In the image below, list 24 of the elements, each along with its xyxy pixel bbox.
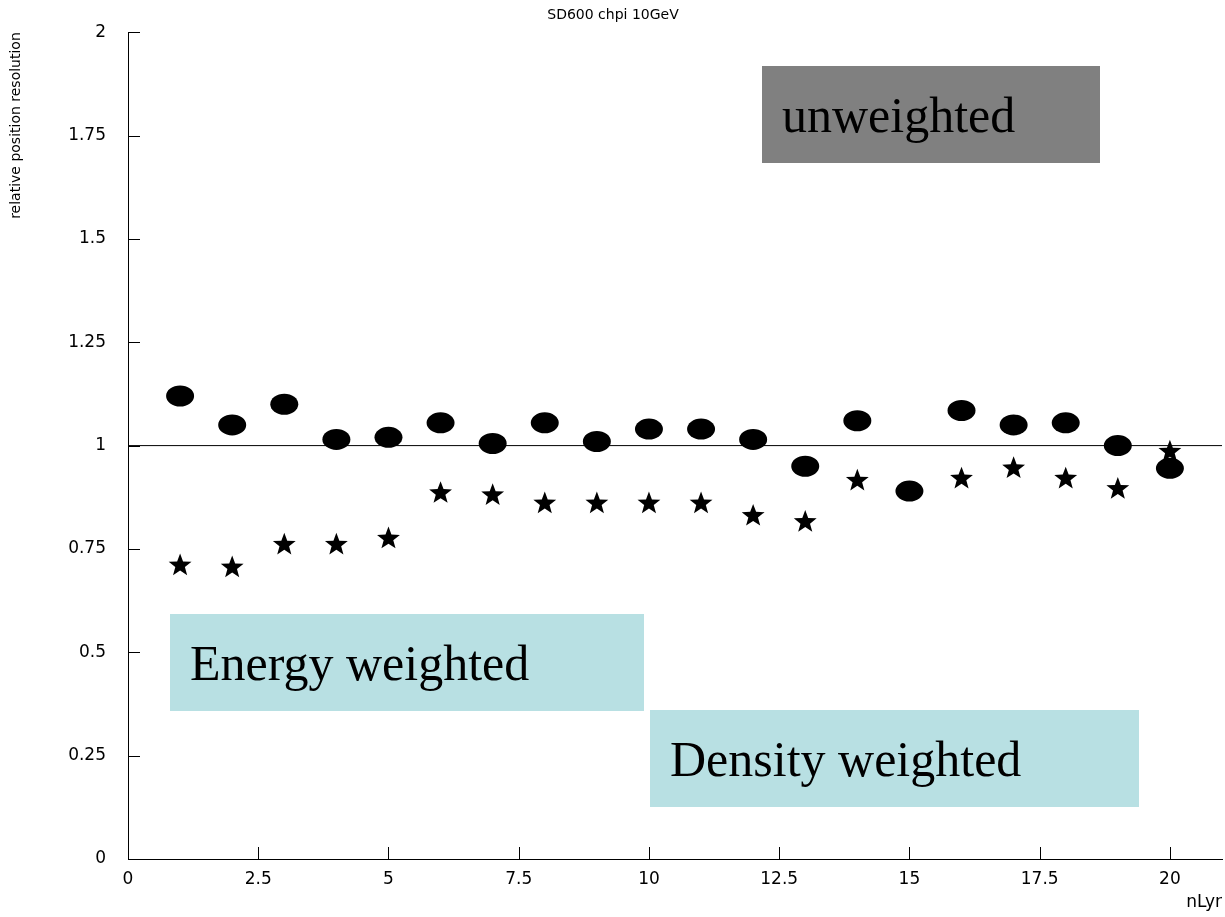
x-tick-label: 7.5 xyxy=(505,867,533,888)
x-tick-label: 20 xyxy=(1159,867,1181,888)
annotation: Energy weighted xyxy=(170,614,644,711)
y-tick-label: 0.75 xyxy=(68,537,106,558)
x-axis-title: nLyr xyxy=(1186,891,1222,912)
y-tick-label: 1.75 xyxy=(68,123,106,144)
annotation: Density weighted xyxy=(650,710,1139,807)
y-tick-label: 0.25 xyxy=(68,744,106,765)
x-tick-label: 2.5 xyxy=(244,867,272,888)
x-tick-label: 17.5 xyxy=(1020,867,1059,888)
chart-title: SD600 chpi 10GeV xyxy=(547,6,680,23)
x-tick-label: 10 xyxy=(638,867,660,888)
y-tick-label: 1.25 xyxy=(68,330,106,351)
y-tick-label: 0.5 xyxy=(78,640,106,661)
y-tick-label: 2 xyxy=(95,20,106,41)
y-tick-label: 1.5 xyxy=(78,227,106,248)
annotation: unweighted xyxy=(762,66,1100,163)
y-tick-label: 0 xyxy=(95,847,106,868)
x-tick-label: 0 xyxy=(122,867,134,888)
x-tick-label: 12.5 xyxy=(760,867,799,888)
x-tick-label: 15 xyxy=(898,867,921,888)
y-axis-title: relative position resolution xyxy=(7,32,24,219)
y-tick-label: 1 xyxy=(95,434,106,455)
x-tick-label: 5 xyxy=(383,867,394,888)
